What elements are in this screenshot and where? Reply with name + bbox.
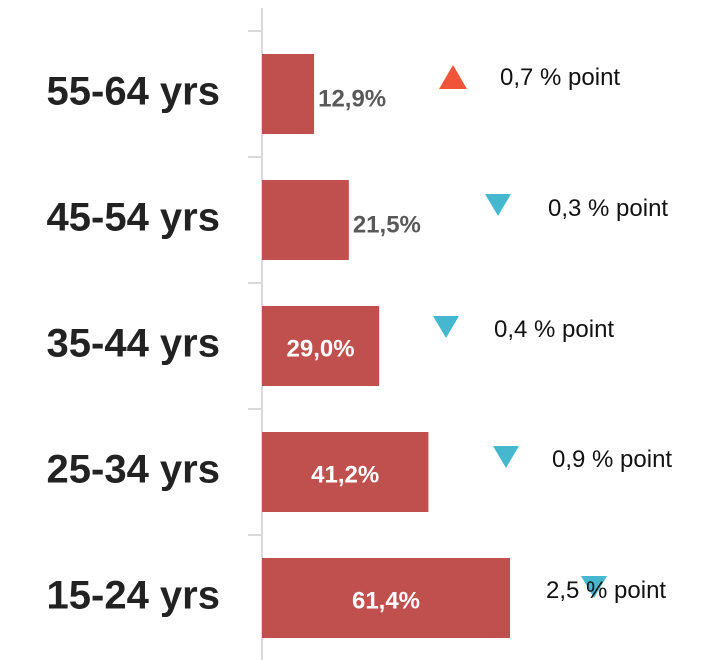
change-label: 0,3 % point — [548, 195, 669, 222]
category-label: 55-64 yrs — [47, 70, 220, 114]
bar — [262, 558, 510, 638]
bar — [262, 306, 380, 386]
value-label: 21,5% — [353, 211, 421, 238]
change-label: 0,7 % point — [500, 64, 621, 91]
value-label: 61,4% — [352, 587, 420, 614]
category-label: 45-54 yrs — [47, 196, 220, 240]
bar — [262, 432, 429, 512]
value-label: 12,9% — [318, 85, 386, 112]
change-label: 0,9 % point — [552, 446, 673, 473]
down-arrow — [493, 446, 519, 468]
category-label: 35-44 yrs — [47, 322, 220, 366]
down-arrow — [581, 576, 607, 598]
value-label: 41,2% — [311, 461, 379, 488]
change-label: 2,5 % point — [546, 577, 667, 604]
value-label: 29,0% — [287, 335, 355, 362]
category-label: 25-34 yrs — [47, 448, 220, 492]
change-label: 0,4 % point — [494, 316, 615, 343]
down-arrow — [485, 194, 511, 216]
category-label: 15-24 yrs — [47, 574, 220, 618]
up-arrow — [439, 65, 467, 89]
bar — [262, 180, 349, 260]
down-arrow — [433, 316, 459, 338]
bar — [262, 54, 315, 134]
